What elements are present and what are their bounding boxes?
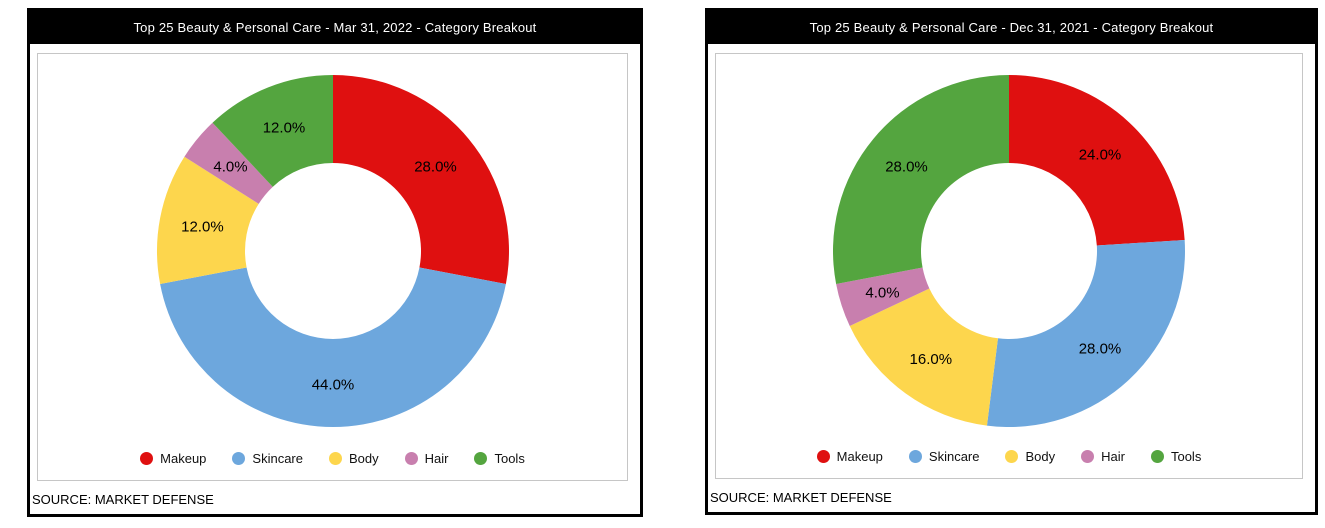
slice-label-makeup: 24.0% bbox=[1079, 146, 1122, 163]
legend-item-tools: Tools bbox=[474, 451, 525, 466]
slice-label-skincare: 44.0% bbox=[311, 376, 354, 393]
donut-slice-skincare bbox=[986, 239, 1185, 427]
legend-label: Body bbox=[1025, 449, 1056, 464]
slice-label-tools: 28.0% bbox=[885, 158, 928, 175]
chart-title-dec-2021: Top 25 Beauty & Personal Care - Dec 31, … bbox=[708, 11, 1315, 44]
legend-label: Skincare bbox=[252, 451, 303, 466]
legend-swatch-body bbox=[1005, 450, 1019, 463]
legend-item-makeup: Makeup bbox=[140, 451, 206, 466]
legend-label: Makeup bbox=[160, 451, 207, 466]
legend-label: Hair bbox=[424, 451, 449, 466]
slice-label-hair: 4.0% bbox=[213, 158, 247, 175]
legend-item-hair: Hair bbox=[404, 451, 449, 466]
slice-label-makeup: 28.0% bbox=[414, 158, 457, 175]
slice-label-skincare: 28.0% bbox=[1079, 340, 1122, 357]
donut-slice-hair bbox=[183, 122, 273, 204]
legend-swatch-skincare bbox=[908, 450, 922, 463]
donut-slice-hair bbox=[836, 267, 930, 326]
donut-slice-body bbox=[156, 156, 259, 284]
legend-label: Hair bbox=[1101, 449, 1125, 464]
chart-panel-mar-2022: Top 25 Beauty & Personal Care - Mar 31, … bbox=[27, 8, 643, 517]
slice-label-tools: 12.0% bbox=[262, 120, 305, 137]
source-attribution: SOURCE: MARKET DEFENSE bbox=[32, 492, 214, 507]
legend-item-skincare: Skincare bbox=[232, 451, 303, 466]
legend-item-makeup: Makeup bbox=[816, 449, 883, 464]
legend-swatch-makeup bbox=[816, 450, 830, 463]
legend-swatch-makeup bbox=[140, 452, 154, 465]
legend-swatch-skincare bbox=[232, 452, 246, 465]
legend-label: Tools bbox=[1170, 449, 1202, 464]
legend-label: Body bbox=[348, 451, 379, 466]
legend-item-skincare: Skincare bbox=[908, 449, 980, 464]
donut-slice-tools bbox=[212, 75, 333, 187]
legend-label: Tools bbox=[494, 451, 525, 466]
chart-plot-area: 24.0% 28.0% 16.0% 4.0% 28.0% Makeup Skincare B… bbox=[715, 53, 1303, 479]
legend-item-body: Body bbox=[328, 451, 379, 466]
chart-legend: Makeup Skincare Body Hair Tools bbox=[38, 451, 627, 466]
donut-slice-makeup bbox=[332, 75, 509, 284]
legend-label: Skincare bbox=[928, 449, 980, 464]
legend-swatch-body bbox=[328, 452, 342, 465]
donut-chart-dec-2021: 24.0% 28.0% 16.0% 4.0% 28.0% bbox=[833, 75, 1185, 427]
donut-slice-tools bbox=[833, 75, 1009, 284]
legend-item-tools: Tools bbox=[1150, 449, 1202, 464]
donut-chart-mar-2022: 28.0% 44.0% 12.0% 4.0% 12.0% bbox=[156, 75, 509, 427]
chart-panel-dec-2021: Top 25 Beauty & Personal Care - Dec 31, … bbox=[705, 8, 1318, 515]
legend-swatch-hair bbox=[404, 452, 418, 465]
source-attribution: SOURCE: MARKET DEFENSE bbox=[710, 490, 892, 505]
legend-swatch-hair bbox=[1081, 450, 1095, 463]
legend-swatch-tools bbox=[1150, 450, 1164, 463]
donut-slice-skincare bbox=[159, 267, 506, 427]
legend-item-hair: Hair bbox=[1081, 449, 1125, 464]
chart-legend: Makeup Skincare Body Hair Tools bbox=[716, 449, 1302, 464]
chart-plot-area: 28.0% 44.0% 12.0% 4.0% 12.0% Makeup Skincare B… bbox=[37, 53, 628, 481]
chart-title-mar-2022: Top 25 Beauty & Personal Care - Mar 31, … bbox=[30, 11, 640, 44]
donut-slice-makeup bbox=[1009, 75, 1185, 246]
slice-label-hair: 4.0% bbox=[865, 284, 899, 301]
slice-label-body: 16.0% bbox=[910, 351, 953, 368]
legend-item-body: Body bbox=[1005, 449, 1055, 464]
slice-label-body: 12.0% bbox=[181, 218, 224, 235]
donut-slice-body bbox=[849, 288, 998, 426]
legend-label: Makeup bbox=[836, 449, 883, 464]
legend-swatch-tools bbox=[474, 452, 488, 465]
